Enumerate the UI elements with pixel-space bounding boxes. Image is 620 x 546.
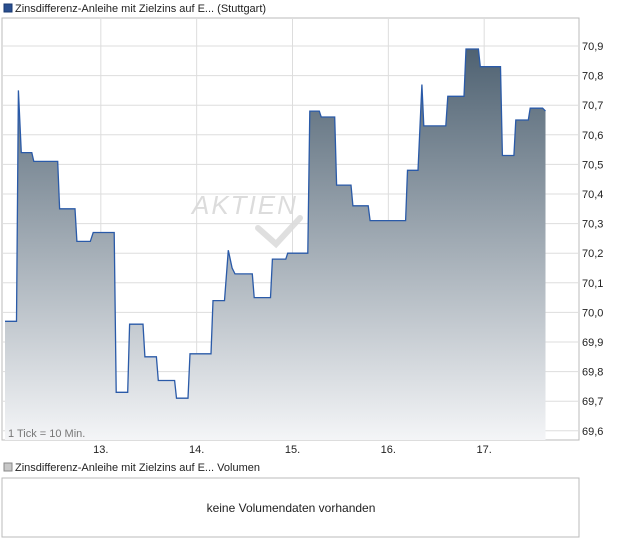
x-tick-label: 14.: [189, 444, 204, 456]
y-tick-label: 70,6: [582, 130, 603, 142]
volume-legend-swatch: [3, 462, 13, 472]
y-tick-label: 70,1: [582, 278, 603, 290]
volume-panel: [1, 477, 580, 538]
y-tick-label: 70,7: [582, 100, 603, 112]
x-tick-label: 17.: [477, 444, 492, 456]
price-legend-swatch: [3, 3, 13, 13]
y-tick-label: 70,9: [582, 41, 603, 53]
y-tick-label: 70,3: [582, 219, 603, 231]
volume-legend-label: Zinsdifferenz-Anleihe mit Zielzins auf E…: [15, 462, 260, 474]
aktien-watermark: AKTIEN: [190, 190, 303, 249]
y-tick-label: 70,4: [582, 189, 603, 201]
x-axis-labels: 13. 14. 15. 16. 17.: [93, 444, 492, 456]
y-tick-label: 69,9: [582, 337, 603, 349]
volume-empty-message: keine Volumendaten vorhanden: [207, 501, 376, 515]
y-tick-label: 70,2: [582, 248, 603, 260]
y-tick-label: 69,8: [582, 367, 603, 379]
price-series: [5, 48, 546, 440]
x-tick-label: 15.: [285, 444, 300, 456]
y-tick-label: 69,7: [582, 396, 603, 408]
price-legend-label: Zinsdifferenz-Anleihe mit Zielzins auf E…: [15, 3, 266, 15]
tick-interval-note: 1 Tick = 10 Min.: [8, 428, 85, 440]
watermark-text: AKTIEN: [190, 190, 298, 220]
y-tick-label: 70,8: [582, 71, 603, 83]
x-tick-label: 13.: [93, 444, 108, 456]
price-area: [5, 49, 546, 440]
y-tick-label: 69,6: [582, 426, 603, 438]
price-line: [5, 48, 546, 399]
y-tick-label: 70,5: [582, 159, 603, 171]
y-axis-labels: 70,9 70,8 70,7 70,6 70,5 70,4 70,3 70,2 70,1 70,0…: [582, 41, 603, 438]
watermark-check-icon: [255, 215, 303, 249]
x-tick-label: 16.: [381, 444, 396, 456]
y-tick-label: 70,0: [582, 307, 603, 319]
